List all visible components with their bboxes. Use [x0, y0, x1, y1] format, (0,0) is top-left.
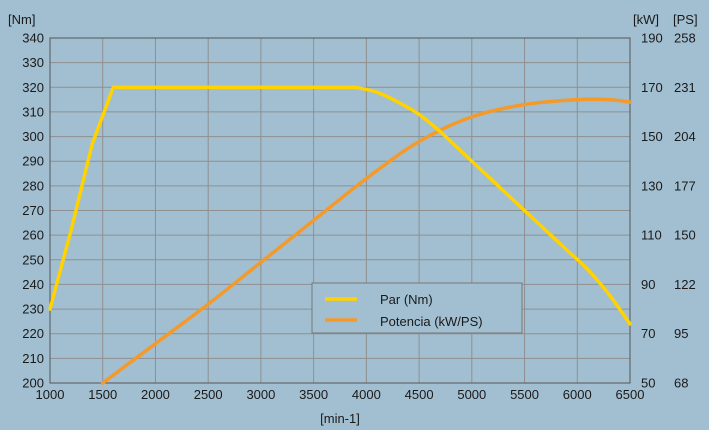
x-tick-label: 6000 [563, 387, 592, 402]
y-left-tick-label: 330 [22, 55, 44, 70]
x-tick-label: 6500 [616, 387, 645, 402]
y-right-ps-tick-label: 68 [674, 376, 688, 391]
x-tick-label: 1500 [88, 387, 117, 402]
y-left-tick-label: 220 [22, 326, 44, 341]
y-right-ps-tick-label: 150 [674, 228, 696, 243]
x-tick-label: 5500 [510, 387, 539, 402]
y-left-tick-label: 310 [22, 104, 44, 119]
y-left-tick-label: 320 [22, 80, 44, 95]
y-right-kw-tick-label: 90 [641, 277, 655, 292]
y-right-ps-tick-label: 258 [674, 31, 696, 46]
x-tick-label: 4000 [352, 387, 381, 402]
y-right-kw-tick-label: 150 [641, 129, 663, 144]
y-right-kw-tick-label: 110 [641, 228, 662, 243]
x-tick-label: 2500 [194, 387, 223, 402]
plot-frame [49, 37, 631, 384]
y-right-ps-unit: [PS] [673, 12, 698, 27]
y-right-ps-tick-label: 177 [674, 178, 696, 193]
x-axis-label: [min-1] [320, 411, 360, 426]
y-right-kw-tick-label: 130 [641, 178, 663, 193]
y-right-ps-tick-label: 95 [674, 326, 688, 341]
y-right-kw-tick-label: 50 [641, 376, 655, 391]
y-left-tick-label: 230 [22, 302, 44, 317]
y-left-tick-label: 270 [22, 203, 44, 218]
x-tick-label: 1000 [36, 387, 65, 402]
legend-label-power: Potencia (kW/PS) [380, 314, 483, 329]
y-right-ps-tick-label: 231 [674, 80, 696, 95]
y-right-ps-tick-label: 122 [674, 277, 696, 292]
y-left-tick-label: 290 [22, 154, 44, 169]
y-right-kw-unit: [kW] [633, 12, 659, 27]
x-tick-label: 3000 [246, 387, 275, 402]
y-right-kw-tick-label: 190 [641, 31, 663, 46]
y-left-tick-label: 210 [22, 351, 44, 366]
series-line-torque [48, 85, 632, 326]
legend-box [311, 282, 523, 334]
y-left-unit: [Nm] [8, 12, 35, 27]
y-left-tick-label: 240 [22, 277, 44, 292]
y-left-tick-label: 200 [22, 376, 44, 391]
x-tick-label: 2000 [141, 387, 170, 402]
x-tick-label: 5000 [457, 387, 486, 402]
series-line-power [100, 97, 632, 385]
y-left-tick-label: 250 [22, 252, 44, 267]
y-right-kw-tick-label: 70 [641, 326, 655, 341]
y-left-tick-label: 260 [22, 228, 44, 243]
x-tick-label: 3500 [299, 387, 328, 402]
y-left-tick-label: 300 [22, 129, 44, 144]
tick-labels: 1000 1500 2000 2500 3000 3500 4000 4500 5000 5500… [22, 31, 695, 403]
y-right-kw-tick-label: 170 [641, 80, 663, 95]
y-right-ps-tick-label: 204 [674, 129, 696, 144]
x-tick-label: 4500 [405, 387, 434, 402]
y-left-tick-label: 340 [22, 31, 44, 46]
y-left-tick-label: 280 [22, 178, 44, 193]
legend-label-torque: Par (Nm) [380, 292, 433, 307]
legend: Par (Nm) Potencia (kW/PS) [311, 282, 523, 334]
